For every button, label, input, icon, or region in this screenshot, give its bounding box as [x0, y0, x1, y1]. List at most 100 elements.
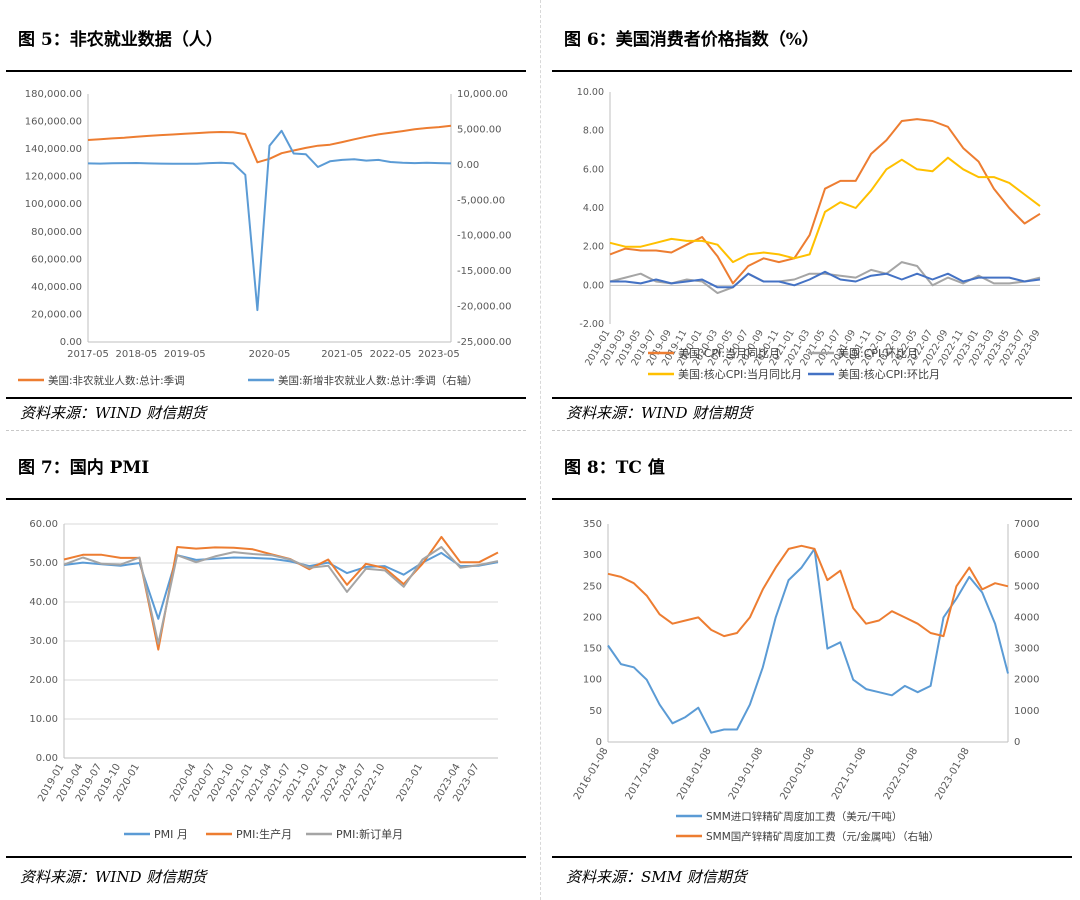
chart-bottom-rule	[552, 397, 1072, 399]
nonfarm-chart: 0.00 20,000.00 40,000.00 60,000.00 80,000.00…	[18, 89, 512, 387]
legend-label: PMI:新订单月	[336, 827, 403, 841]
x-tick-label: 2022-05	[370, 349, 412, 360]
series-line	[63, 546, 499, 645]
legend-label: 美国:核心CPI:环比月	[838, 367, 940, 381]
y2-tick-label: -5,000.00	[457, 195, 505, 206]
series-line	[607, 544, 1009, 638]
y2-tick-label: 5000	[1014, 581, 1039, 592]
legend-label: 美国:非农就业人数:总计:季调	[48, 374, 185, 387]
y2-tick-label: 6000	[1014, 550, 1039, 561]
y-tick-label: 0.00	[60, 337, 82, 348]
series-line	[609, 118, 1041, 285]
y2-tick-label: -15,000.00	[457, 266, 512, 277]
chart-area: 0 50 100 150 200 250 300 350 0 1000 2000 3000 4000 50…	[552, 502, 1072, 854]
y2-tick-label: 3000	[1014, 644, 1039, 655]
y-tick-label: 20.00	[29, 675, 58, 686]
x-tick-label: 2022-01-08	[882, 746, 921, 802]
legend-label: SMM国产锌精矿周度加工费（元/金属吨）（右轴）	[706, 830, 939, 843]
y2-tick-label: 7000	[1014, 519, 1039, 530]
y-tick-label: 20,000.00	[31, 309, 82, 320]
y2-tick-label: 2000	[1014, 675, 1039, 686]
x-tick-label: 2021-01-08	[830, 746, 869, 802]
y-tick-label: 40,000.00	[31, 282, 82, 293]
series-line	[87, 129, 452, 312]
chart-area: 0.00 10.00 20.00 30.00 40.00 50.00 60.00 2019-0…	[6, 502, 526, 842]
x-tick-label: 2017-05	[67, 349, 109, 360]
y-tick-label: 140,000.00	[25, 144, 82, 155]
y-tick-label: 40.00	[29, 597, 58, 608]
y-tick-label: 350	[583, 519, 602, 530]
source-note: 资料来源：WIND 财信期货	[20, 404, 207, 422]
title-rule	[6, 498, 526, 500]
y-tick-label: 0	[596, 737, 602, 748]
legend-label: SMM进口锌精矿周度加工费（美元/干吨）	[706, 810, 902, 823]
pmi-chart: 0.0010.0020.0030.0040.0050.0060.002019-0…	[29, 519, 499, 841]
section-divider	[552, 430, 1072, 431]
y2-tick-label: 4000	[1014, 612, 1039, 623]
x-tick-label: 2023-01	[395, 762, 425, 804]
x-tick-label: 2021-05	[321, 349, 363, 360]
chart-bottom-rule	[6, 397, 526, 399]
chart-bottom-rule	[552, 856, 1072, 858]
legend-label: PMI:生产月	[236, 827, 292, 841]
x-tick-label: 2018-01-08	[675, 746, 714, 802]
panel-title: 图 5：非农就业数据（人）	[18, 30, 223, 50]
y-tick-label: 250	[583, 581, 602, 592]
y-tick-label: 50	[589, 706, 602, 717]
y-tick-label: 300	[583, 550, 602, 561]
series-line	[610, 270, 1041, 289]
y-tick-label: 150	[583, 644, 602, 655]
y2-tick-label: 10,000.00	[457, 89, 508, 100]
x-tick-label: 2018-05	[116, 349, 158, 360]
title-rule	[552, 70, 1072, 72]
x-tick-label: 2017-01-08	[624, 746, 663, 802]
y-tick-label: 10.00	[577, 87, 604, 98]
y2-tick-label: 0.00	[457, 160, 479, 171]
chart-bottom-rule	[6, 856, 526, 858]
x-tick-label: 2016-01-08	[572, 746, 611, 802]
legend-label: 美国:新增非农就业人数:总计:季调（右轴）	[278, 374, 478, 387]
tc-chart: 0 50 100 150 200 250 300 350 0 1000 2000 3000 4000 50…	[572, 519, 1039, 843]
us-cpi-chart: -2.000.002.004.006.008.0010.002019-01201…	[577, 87, 1043, 381]
y2-tick-label: 0	[1014, 737, 1020, 748]
legend-label: 美国:CPI:环比月	[838, 347, 918, 360]
y-tick-label: 120,000.00	[25, 172, 82, 183]
y-tick-label: 10.00	[29, 714, 58, 725]
source-note: 资料来源：WIND 财信期货	[20, 868, 207, 886]
x-tick-label: 2020-01-08	[778, 746, 817, 802]
chart-area: -2.00 0.00 2.00 4.00 6.00 8.00 10.00 2019-01 201…	[552, 74, 1072, 398]
y-tick-label: 0.00	[36, 753, 58, 764]
y2-tick-label: -25,000.00	[457, 337, 512, 348]
y-tick-label: 100	[583, 675, 602, 686]
y-tick-label: 60.00	[29, 519, 58, 530]
chart-area: 0.00 20,000.00 40,000.00 60,000.00 80,000.00…	[6, 74, 526, 398]
panel-title: 图 8：TC 值	[564, 458, 665, 478]
y-tick-label: 50.00	[29, 558, 58, 569]
x-tick-label: 2020-05	[249, 349, 291, 360]
legend-label: 美国:CPI:当月同比月	[678, 346, 780, 360]
panel-title: 图 6：美国消费者价格指数（%）	[564, 30, 819, 50]
y-tick-label: 4.00	[583, 203, 604, 214]
y-tick-label: 160,000.00	[25, 117, 82, 128]
y-tick-label: 200	[583, 612, 602, 623]
y2-tick-label: 1000	[1014, 706, 1039, 717]
y-tick-label: 30.00	[29, 636, 58, 647]
panel-title: 图 7：国内 PMI	[18, 458, 150, 478]
x-tick-label: 2023-05	[418, 349, 460, 360]
section-divider	[6, 430, 526, 431]
y-tick-label: 100,000.00	[25, 199, 82, 210]
page-divider	[540, 0, 541, 900]
y-tick-label: 6.00	[583, 164, 604, 175]
y-tick-label: -2.00	[579, 319, 604, 330]
source-note: 资料来源：WIND 财信期货	[566, 404, 753, 422]
x-tick-label: 2019-01-08	[727, 746, 766, 802]
y2-tick-label: 5,000.00	[457, 124, 502, 135]
x-tick-label: 2019-05	[164, 349, 206, 360]
series-line	[607, 547, 1009, 734]
y-tick-label: 80,000.00	[31, 227, 82, 238]
x-tick-label: 2023-01-08	[933, 746, 972, 802]
series-line	[609, 156, 1041, 264]
y-tick-label: 2.00	[583, 242, 604, 253]
legend-label: 美国:核心CPI:当月同比月	[678, 367, 802, 381]
y2-tick-label: -10,000.00	[457, 231, 512, 242]
